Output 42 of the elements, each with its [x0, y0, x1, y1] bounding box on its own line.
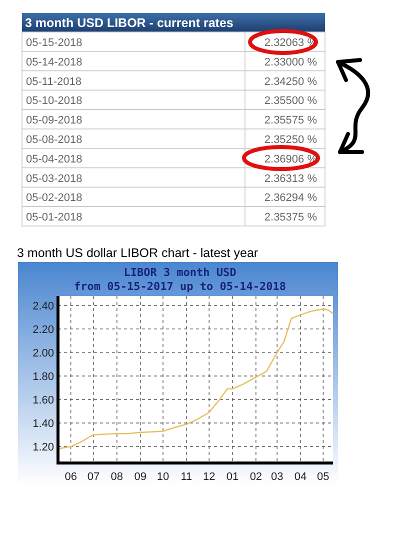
text: 2.33000 %: [264, 56, 317, 68]
category-label: 05-14-2018: [26, 56, 82, 68]
x-tick-label: 11: [180, 471, 192, 483]
category-label: 05-03-2018: [26, 172, 82, 185]
chart-subtitle: LIBOR 3 month USD: [124, 266, 237, 279]
text: 2.36313 %: [264, 172, 317, 185]
x-tick-label: 06: [64, 471, 77, 483]
x-tick-label: 03: [270, 471, 284, 483]
category-label: 05-01-2018: [26, 212, 82, 224]
y-tick-label: 2.20: [32, 324, 54, 336]
category-label: 05-02-2018: [26, 192, 82, 204]
y-tick-label: 1.40: [32, 418, 54, 430]
text: 2.35500 %: [264, 95, 317, 108]
text: 2.35575 %: [264, 114, 317, 127]
category-label: 05-15-2018: [26, 37, 82, 49]
x-tick-label: 01: [226, 471, 239, 483]
category-label: 05-04-2018: [26, 153, 82, 166]
category-label: 05-08-2018: [26, 134, 82, 146]
text: 3 month USD LIBOR - current rates: [25, 16, 234, 30]
category-label: 05-11-2018: [26, 76, 82, 88]
x-tick-label: 12: [202, 471, 216, 483]
text: from 05-15-2017 up to 05-14-2018: [74, 280, 286, 293]
y-tick-label: 1.80: [32, 370, 54, 383]
y-tick-label: 2.40: [32, 300, 54, 312]
line-series: [57, 308, 334, 450]
category-label: 05-09-2018: [26, 114, 82, 127]
text: 2.36294 %: [264, 192, 317, 204]
y-tick-label: 2.00: [32, 347, 54, 360]
y-tick-label: 1.60: [32, 394, 54, 406]
x-tick-label: 05: [317, 471, 330, 483]
x-tick-label: 08: [110, 471, 124, 483]
x-tick-label: 07: [87, 471, 100, 483]
text: 2.35375 %: [264, 212, 317, 224]
text: 2.34250 %: [264, 76, 317, 88]
chart-title: 3 month US dollar LIBOR chart - latest year: [17, 246, 258, 260]
y-tick-label: 1.20: [32, 442, 54, 454]
x-tick-label: 09: [134, 471, 146, 483]
x-tick-label: 02: [250, 471, 262, 483]
text: 2.35250 %: [264, 134, 317, 146]
x-tick-label: 04: [294, 471, 307, 483]
category-label: 05-10-2018: [26, 95, 82, 108]
x-tick-label: 10: [156, 471, 170, 483]
